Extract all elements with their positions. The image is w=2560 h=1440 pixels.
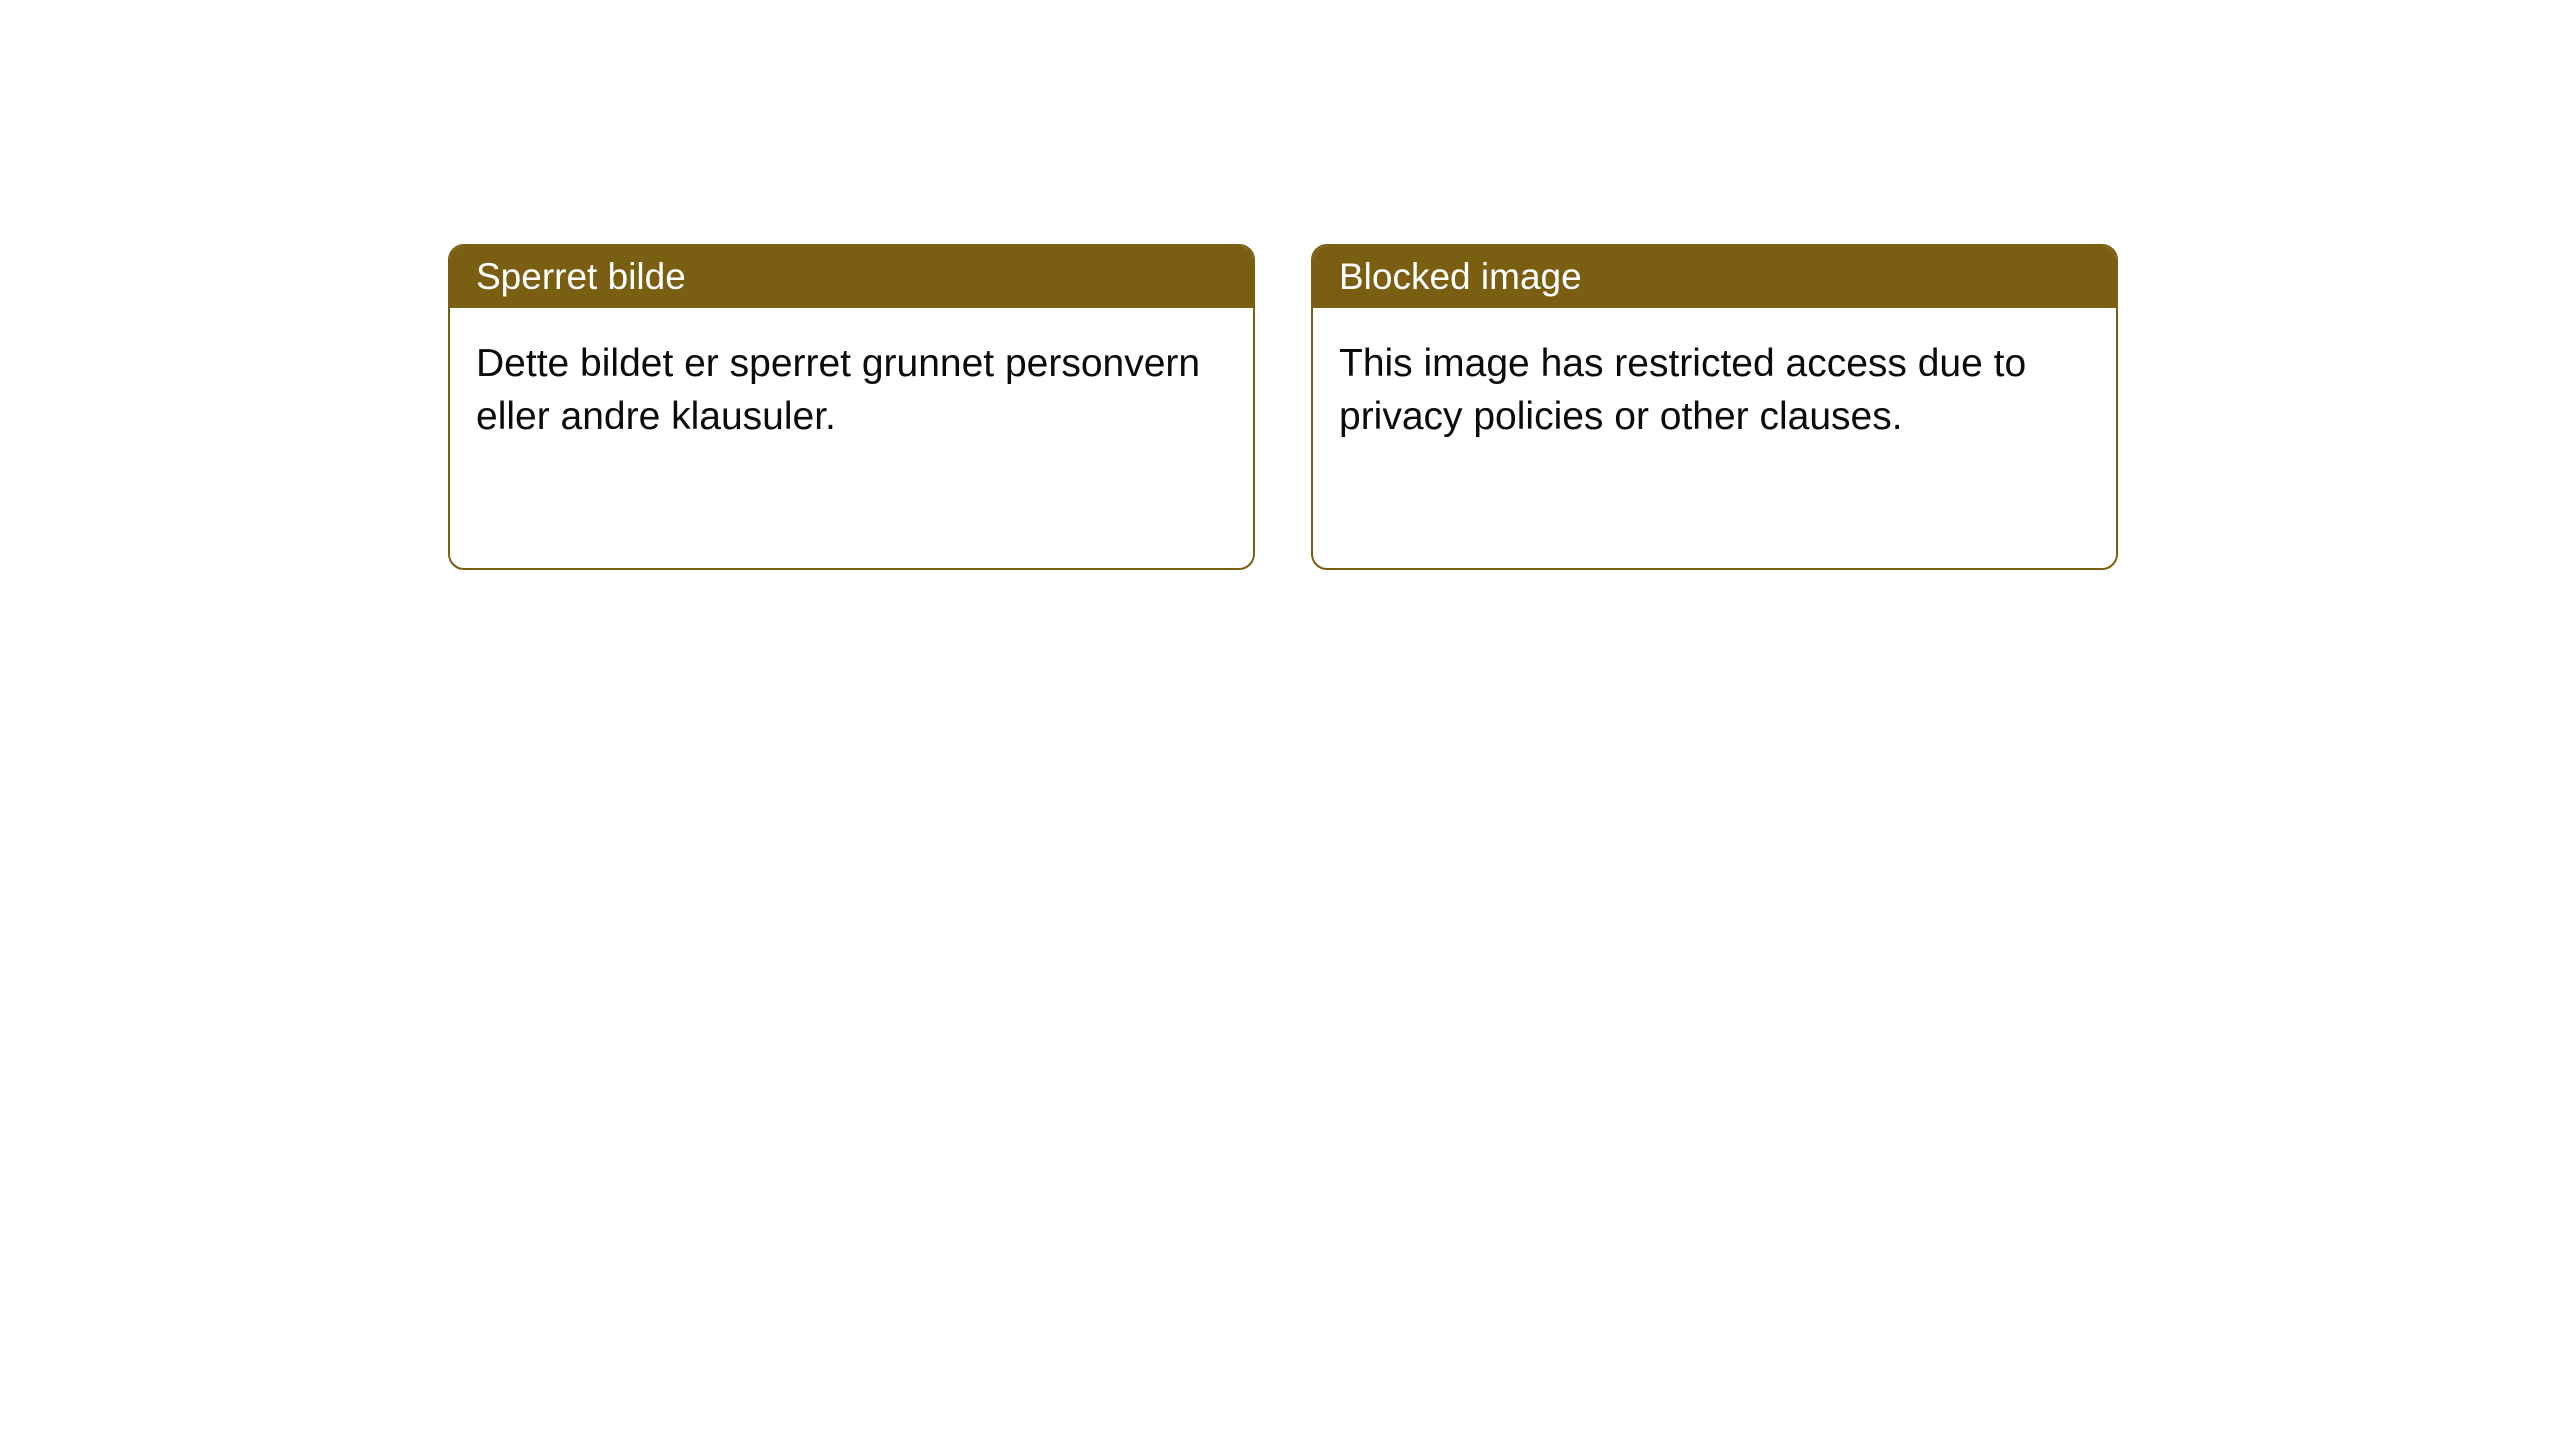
notice-title: Sperret bilde [476, 256, 686, 297]
notice-body-text: This image has restricted access due to … [1339, 342, 2026, 438]
notice-body-english: This image has restricted access due to … [1313, 308, 2116, 568]
notice-box-norwegian: Sperret bilde Dette bildet er sperret gr… [448, 244, 1255, 570]
notice-body-text: Dette bildet er sperret grunnet personve… [476, 342, 1200, 438]
notice-box-english: Blocked image This image has restricted … [1311, 244, 2118, 570]
notice-header-norwegian: Sperret bilde [450, 246, 1253, 308]
notice-body-norwegian: Dette bildet er sperret grunnet personve… [450, 308, 1253, 568]
notice-header-english: Blocked image [1313, 246, 2116, 308]
notice-container: Sperret bilde Dette bildet er sperret gr… [448, 244, 2118, 570]
notice-title: Blocked image [1339, 256, 1582, 297]
